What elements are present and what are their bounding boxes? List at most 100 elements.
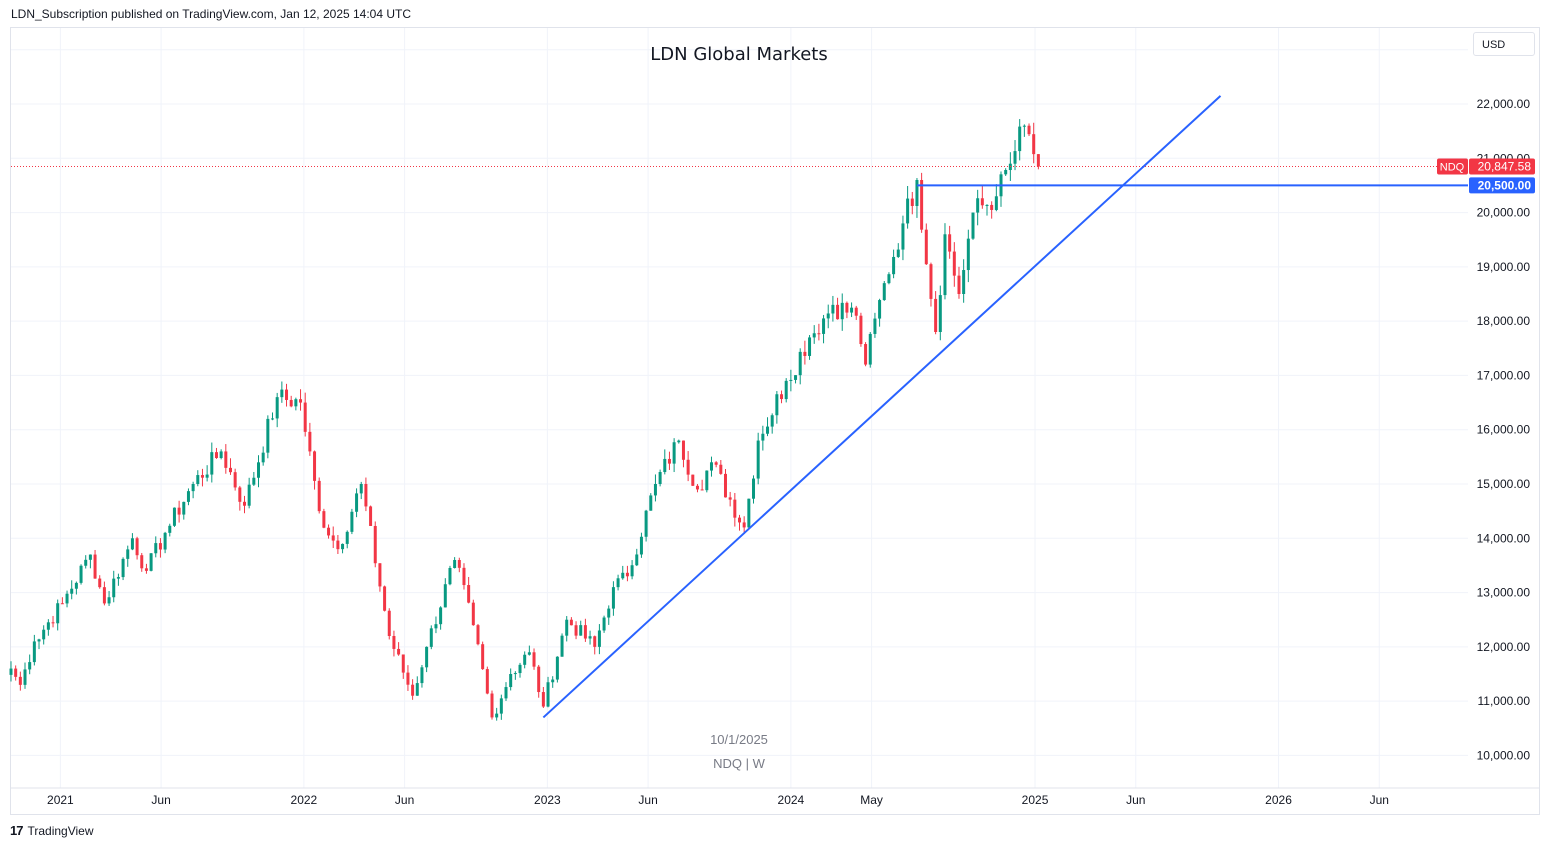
candle-body: [401, 654, 405, 673]
candle-body: [9, 668, 13, 675]
publish-info: LDN_Subscription published on TradingVie…: [11, 7, 412, 21]
candle-body: [686, 459, 690, 475]
candle-body: [322, 511, 326, 528]
candle-body: [56, 603, 60, 624]
candle-body: [406, 672, 410, 685]
candle-body: [60, 603, 64, 605]
candle-body: [373, 525, 377, 564]
candle-body: [191, 484, 195, 492]
candle-body: [158, 543, 162, 550]
candle-body: [411, 684, 415, 696]
candle-body: [780, 394, 784, 400]
candle-body: [845, 302, 849, 313]
candle-body: [873, 318, 877, 334]
candle-body: [812, 333, 816, 338]
candle-body: [625, 572, 629, 577]
candle-body: [467, 585, 471, 603]
candle-body: [266, 418, 270, 453]
candle-body: [766, 426, 770, 434]
candle-body: [1027, 125, 1031, 135]
candle-body: [611, 587, 615, 609]
candle-body: [359, 484, 363, 494]
candle-body: [429, 628, 433, 647]
candle-body: [186, 491, 190, 502]
candle-body: [985, 204, 989, 206]
candle-body: [392, 636, 396, 649]
candle-body: [555, 656, 559, 680]
candle-body: [177, 507, 181, 515]
candle-body: [439, 607, 443, 625]
candle-body: [154, 543, 158, 554]
candle-body: [28, 662, 32, 670]
candle-body: [733, 499, 737, 518]
candle-body: [859, 315, 863, 345]
y-tick-label: 13,000.00: [1477, 586, 1531, 600]
candle-body: [397, 648, 401, 655]
candle-body: [756, 440, 760, 479]
candle-body: [602, 617, 606, 631]
candle-body: [341, 543, 345, 550]
candle-body: [471, 602, 475, 626]
candle-body: [569, 619, 573, 626]
candle-body: [285, 389, 289, 400]
candle-body: [934, 298, 938, 332]
candle-body: [317, 480, 321, 512]
candle-body: [275, 397, 279, 419]
candle-body: [864, 344, 868, 365]
candle-body: [924, 229, 928, 265]
candle-body: [798, 351, 802, 376]
candle-body: [495, 713, 499, 718]
candle-body: [761, 433, 765, 441]
candle-body: [938, 295, 942, 332]
candle-body: [32, 641, 36, 663]
candle-body: [738, 517, 741, 523]
candle-body: [948, 234, 952, 252]
candle-body: [588, 636, 592, 639]
candle-body: [714, 462, 718, 465]
candle-body: [345, 531, 349, 544]
candle-body: [962, 270, 966, 294]
candle-body: [910, 198, 914, 206]
x-tick-label: Jun: [1370, 793, 1389, 807]
x-tick-label: May: [860, 793, 883, 807]
candle-body: [723, 473, 727, 498]
candle-body: [387, 610, 391, 636]
candle-body: [518, 664, 522, 674]
candle-body: [607, 608, 611, 618]
candle-body: [163, 532, 167, 550]
y-tick-label: 12,000.00: [1477, 640, 1531, 654]
y-tick-label: 16,000.00: [1477, 423, 1531, 437]
candle-body: [98, 578, 102, 588]
candle-body: [462, 567, 466, 586]
level-price-label: 20,500.00: [1478, 178, 1532, 192]
candle-body: [257, 462, 261, 478]
candle-body: [107, 597, 111, 604]
candle-body: [112, 578, 116, 598]
candle-body: [906, 198, 910, 224]
candle-body: [355, 493, 359, 512]
candle-body: [943, 234, 947, 296]
candle-body: [565, 619, 569, 636]
candle-body: [579, 625, 583, 636]
candle-body: [700, 489, 704, 491]
candle-body: [228, 467, 232, 473]
candle-body: [1013, 151, 1017, 164]
last-price-label: 20,847.58: [1478, 160, 1532, 174]
candle-body: [84, 559, 88, 566]
candle-body: [65, 593, 69, 604]
candle-body: [803, 351, 807, 356]
footer-brand[interactable]: 17 TradingView: [10, 823, 94, 838]
candle-body: [425, 646, 429, 668]
x-tick-label: 2026: [1265, 793, 1292, 807]
x-tick-label: 2023: [534, 793, 561, 807]
candle-body: [868, 333, 872, 365]
candle-body: [140, 555, 144, 569]
currency-selector-button[interactable]: USD: [1473, 32, 1535, 56]
candle-body: [920, 180, 924, 230]
candle-body: [523, 654, 527, 665]
candle-body: [976, 198, 980, 213]
candle-body: [677, 440, 681, 443]
candle-body: [1004, 170, 1008, 175]
candle-body: [854, 307, 858, 316]
